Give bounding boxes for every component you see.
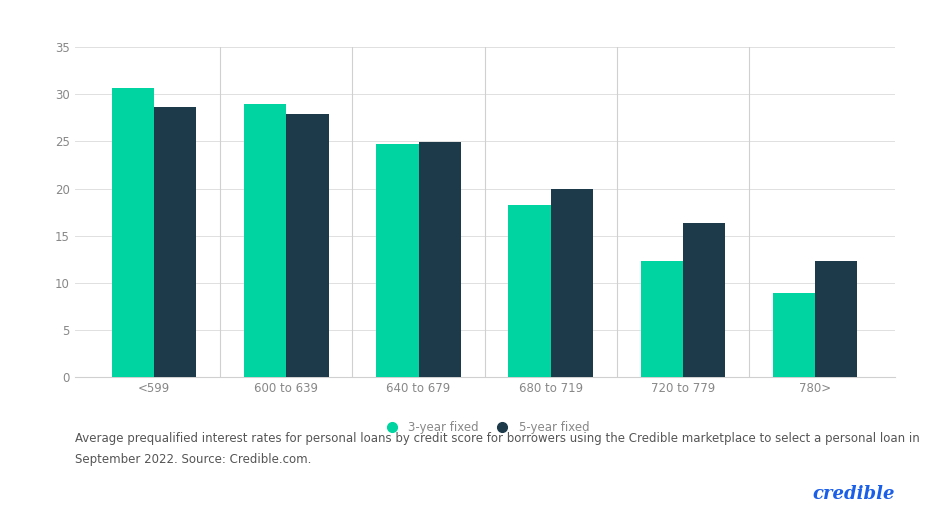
Bar <box>418 143 460 377</box>
Bar <box>551 189 593 377</box>
Text: September 2022. Source: Credible.com.: September 2022. Source: Credible.com. <box>75 453 311 466</box>
Bar <box>640 261 683 377</box>
Bar <box>683 223 725 377</box>
Bar <box>112 88 154 377</box>
Bar <box>286 114 329 377</box>
Text: Average prequalified interest rates for personal loans by credit score for borro: Average prequalified interest rates for … <box>75 432 919 445</box>
Bar <box>154 106 197 377</box>
Bar <box>244 104 286 377</box>
Legend: 3-year fixed, 5-year fixed: 3-year fixed, 5-year fixed <box>375 416 595 439</box>
Bar <box>509 205 551 377</box>
Text: credible: credible <box>812 485 895 503</box>
Bar <box>816 261 857 377</box>
Bar <box>377 144 418 377</box>
Bar <box>773 293 816 377</box>
